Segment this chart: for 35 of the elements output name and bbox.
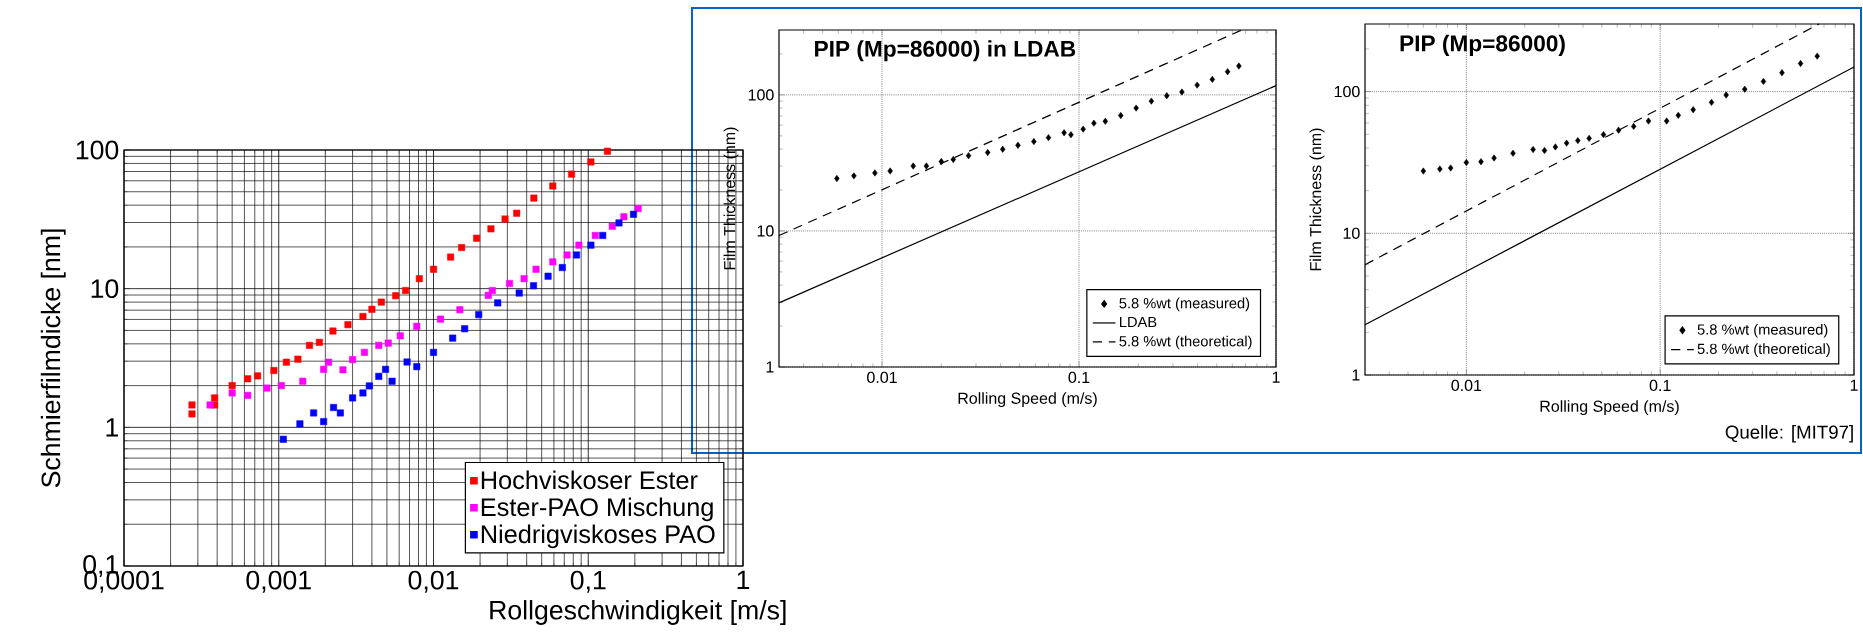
x-tick-label: 0.1 [1068,371,1090,384]
x-tick-label: 1 [1850,379,1858,391]
x-tick-label: 0,001 [246,570,311,593]
chart-title: PIP (Mp=86000) [1400,34,1565,56]
y-axis-title: Film Thickness (nm) [1309,128,1325,271]
x-tick-label: 0.01 [867,371,897,384]
y-tick-label: 100 [748,89,774,101]
x-axis-title: Rollgeschwindigkeit [m/s] [490,600,786,625]
legend-label: Hochviskoser Ester [481,470,698,490]
legend-label: 5.8 %wt (measured) [1119,297,1250,312]
y-tick-label: 10 [757,225,774,237]
legend-label: 5.8 %wt (measured) [1697,323,1828,338]
y-axis-title: Film Thickness (nm) [723,127,739,270]
legend-label: 5.8 %wt (theoretical) [1697,343,1830,357]
y-tick-label: 10 [1343,227,1360,239]
y-tick-label: 1 [106,418,118,437]
x-tick-label: 0.1 [1649,379,1671,392]
y-tick-label: 100 [76,140,119,160]
y-axis-title: Schmierfilmdicke [nm] [40,229,66,488]
legend-label: Niedrigviskoses PAO [481,524,715,549]
y-tick-label: 10 [91,279,119,299]
x-tick-label: 0,1 [570,570,606,593]
x-tick-label: 0,01 [408,570,459,593]
source-note: Quelle: [MIT97] [1725,425,1853,443]
x-tick-label: 1 [737,570,750,590]
legend-label: LDAB [1120,316,1157,327]
chart-title: PIP (Mp=86000) in LDAB [815,40,1076,62]
x-tick-label: 1 [1272,371,1280,383]
y-tick-label: 100 [1334,85,1360,98]
x-axis-title: Rolling Speed (m/s) [958,392,1097,408]
x-axis-title: Rolling Speed (m/s) [1540,400,1679,416]
legend-label: Ester-PAO Mischung [481,497,713,522]
x-tick-label: 0.01 [1451,379,1482,392]
legend-label: 5.8 %wt (theoretical) [1119,335,1252,350]
y-tick-label: 1 [766,361,774,373]
